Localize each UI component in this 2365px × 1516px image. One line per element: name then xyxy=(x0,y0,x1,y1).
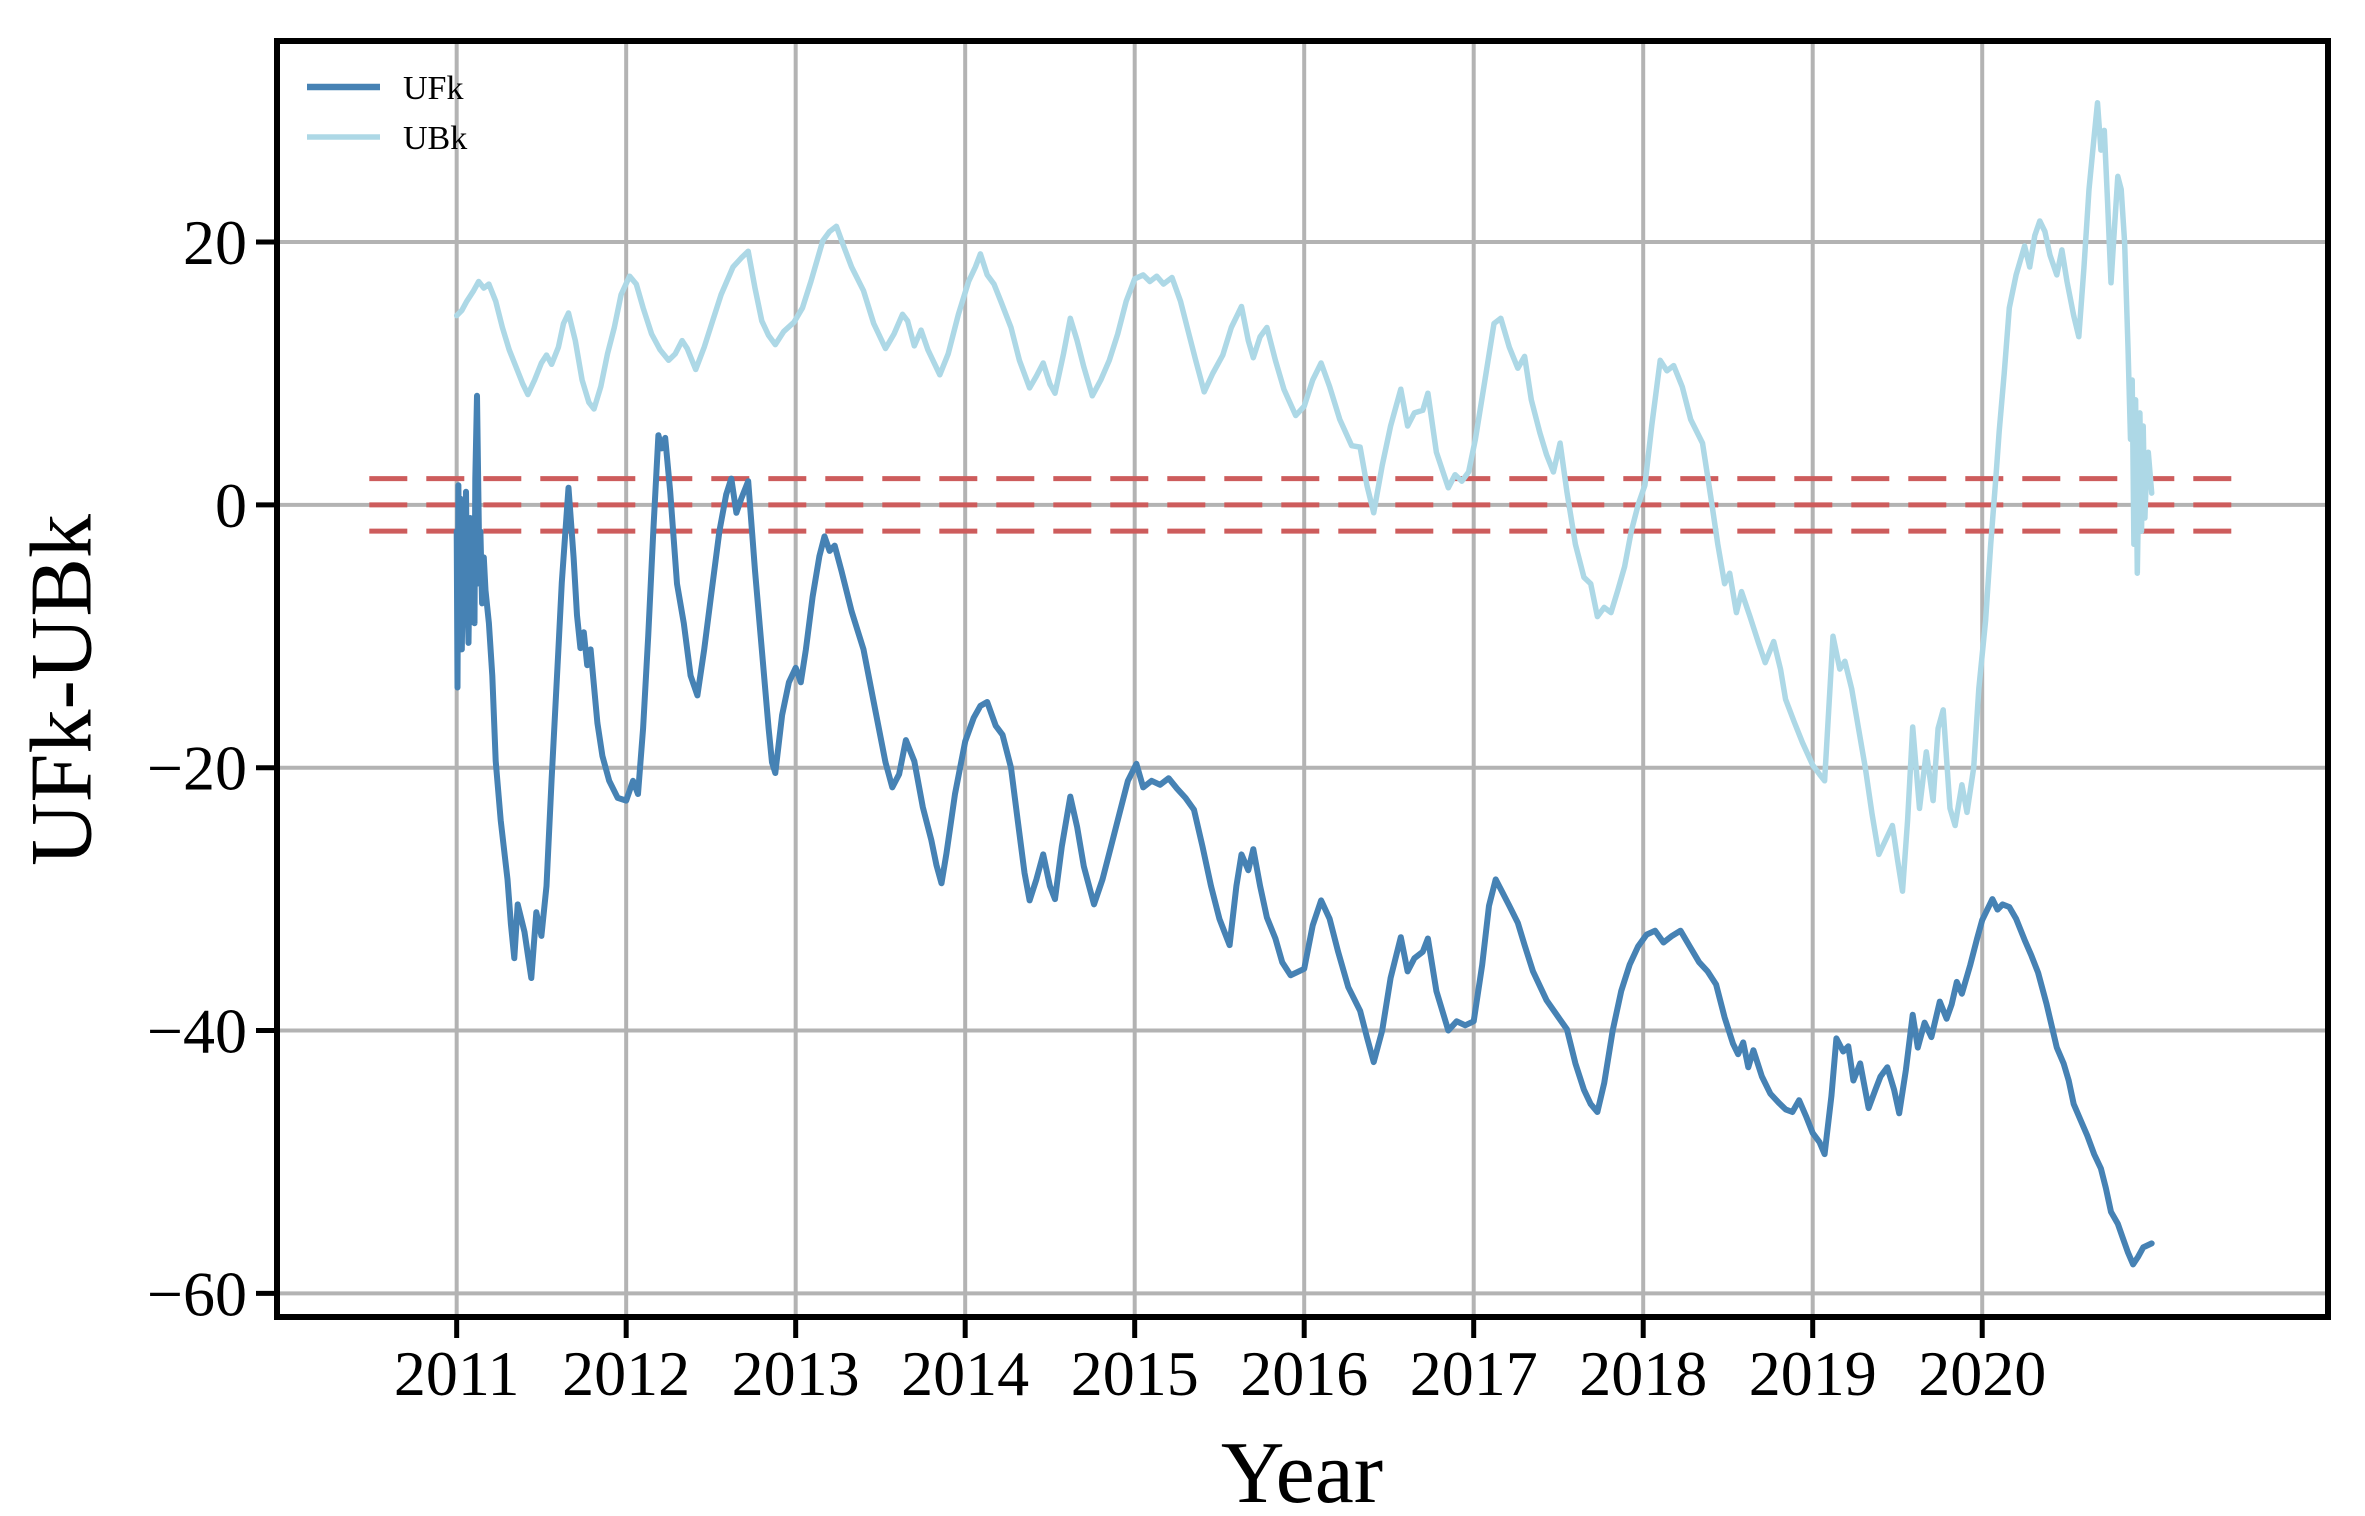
x-tick-label: 2012 xyxy=(562,1338,690,1409)
x-tick-label: 2013 xyxy=(732,1338,860,1409)
x-tick-label: 2014 xyxy=(901,1338,1029,1409)
ticks xyxy=(256,239,1985,1338)
x-axis-title: Year xyxy=(1220,1425,1384,1516)
legend-label-ufk: UFk xyxy=(403,70,463,107)
x-tick-label: 2015 xyxy=(1071,1338,1199,1409)
y-axis-title: UFk-UBk xyxy=(13,513,111,867)
y-tick-label: −40 xyxy=(147,996,247,1067)
plot-border xyxy=(274,38,2331,1320)
gridlines xyxy=(277,41,2328,1317)
series-ufk-line xyxy=(453,392,2155,1268)
x-tick-label: 2017 xyxy=(1410,1338,1538,1409)
y-tick-label: 0 xyxy=(215,470,247,541)
legend: UFk UBk xyxy=(307,70,467,157)
series-ubk-line xyxy=(453,100,2155,894)
reference-lines xyxy=(369,476,2236,534)
x-tick-label: 2016 xyxy=(1240,1338,1368,1409)
y-tick-label: 20 xyxy=(183,207,247,278)
x-tick-label: 2020 xyxy=(1918,1338,2046,1409)
x-tick-label: 2018 xyxy=(1579,1338,1707,1409)
x-tick-label: 2019 xyxy=(1749,1338,1877,1409)
y-tick-label: −20 xyxy=(147,733,247,804)
y-tick-label: −60 xyxy=(147,1258,247,1329)
tick-labels: 2011 2012 2013 2014 2015 2016 2017 2018 2019 2020… xyxy=(147,207,2046,1409)
x-tick-label: 2011 xyxy=(394,1338,520,1409)
legend-label-ubk: UBk xyxy=(403,120,467,157)
